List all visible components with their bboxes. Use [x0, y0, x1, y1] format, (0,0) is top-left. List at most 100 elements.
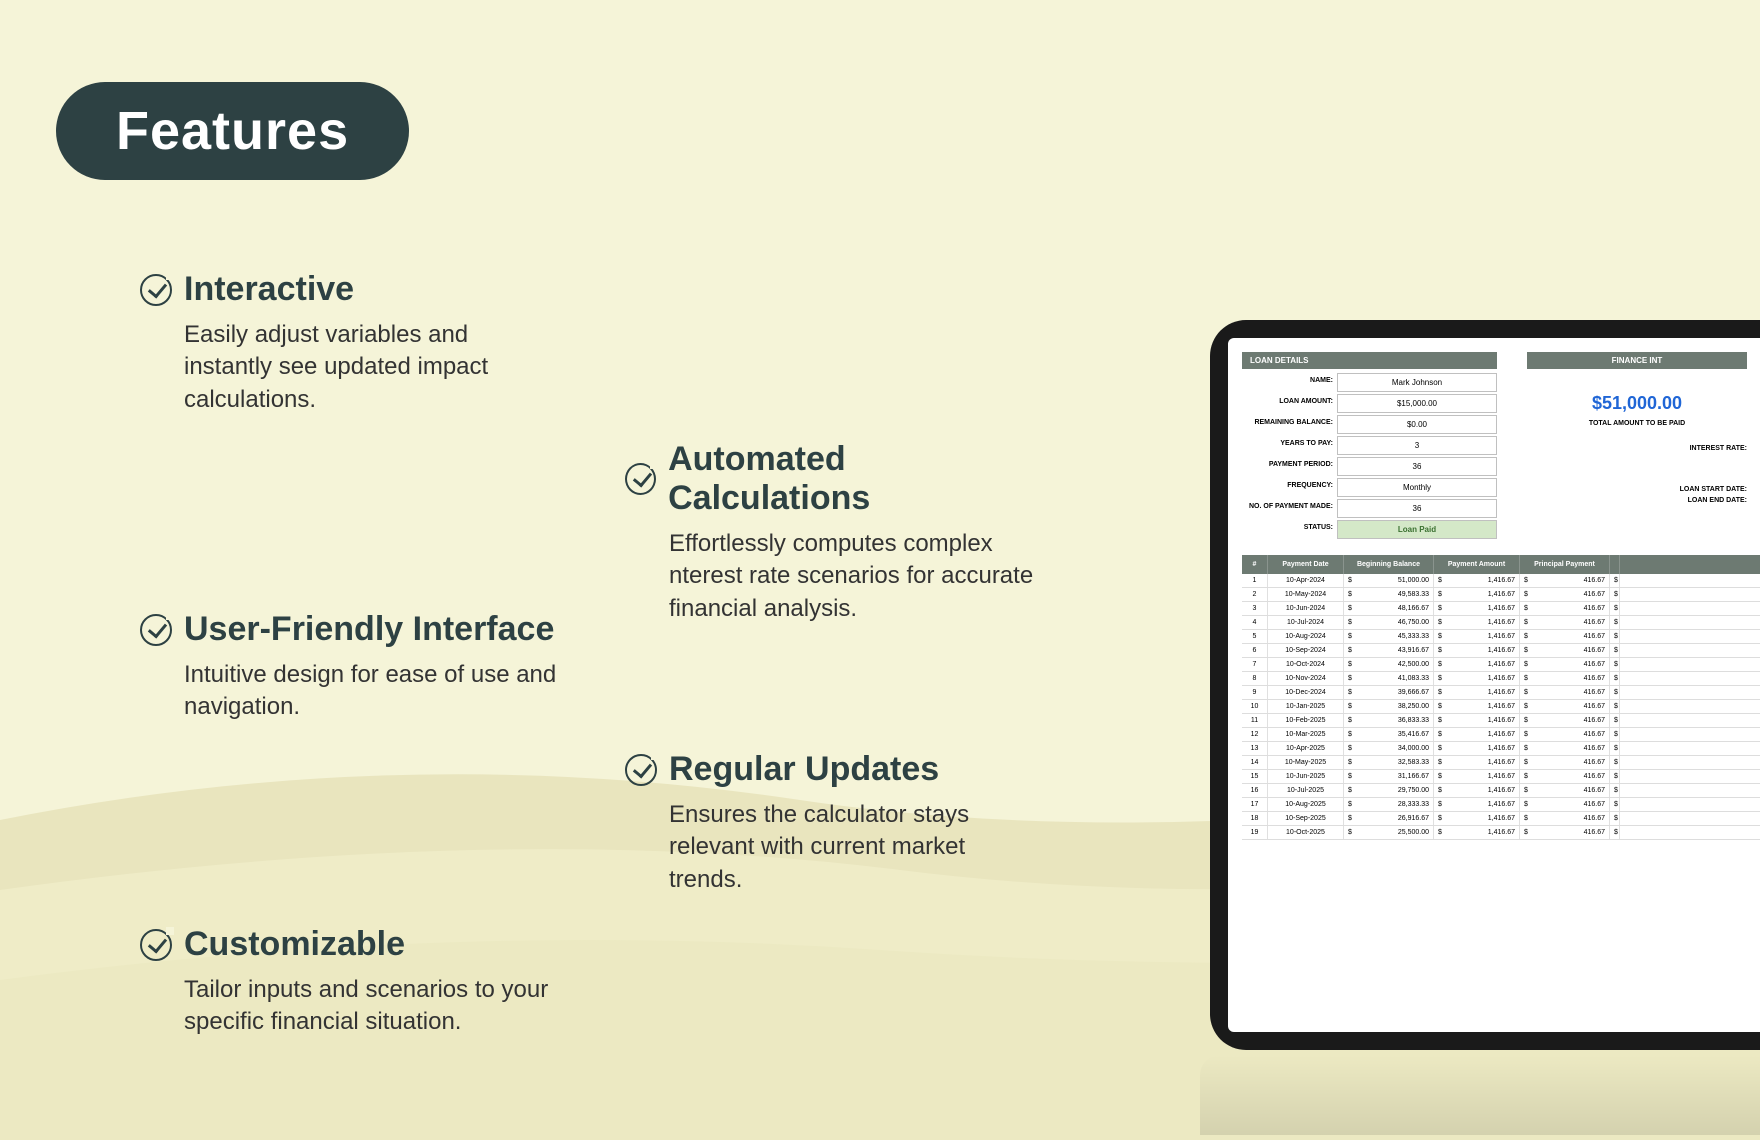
schedule-cell: 48,166.67	[1344, 602, 1434, 615]
total-amount-label: TOTAL AMOUNT TO BE PAID	[1527, 420, 1747, 427]
loan-field-label: YEARS TO PAY:	[1242, 436, 1337, 455]
schedule-cell-extra: $	[1610, 658, 1620, 671]
schedule-cell: 416.67	[1520, 672, 1610, 685]
schedule-cell: 10-Apr-2024	[1268, 574, 1344, 587]
schedule-cell: 28,333.33	[1344, 798, 1434, 811]
schedule-cell: 31,166.67	[1344, 770, 1434, 783]
col-header-number: #	[1242, 555, 1268, 574]
schedule-cell: 10-Jul-2025	[1268, 784, 1344, 797]
schedule-cell: 1,416.67	[1434, 602, 1520, 615]
feature-interactive: Interactive Easily adjust variables and …	[140, 270, 560, 416]
loan-field-row: LOAN AMOUNT:$15,000.00	[1242, 394, 1497, 413]
schedule-cell: 25,500.00	[1344, 826, 1434, 839]
schedule-cell-extra: $	[1610, 770, 1620, 783]
schedule-cell: 7	[1242, 658, 1268, 671]
schedule-cell-extra: $	[1610, 672, 1620, 685]
schedule-cell: 416.67	[1520, 574, 1610, 587]
schedule-cell: 1,416.67	[1434, 742, 1520, 755]
schedule-cell: 10-Jun-2025	[1268, 770, 1344, 783]
schedule-cell: 1	[1242, 574, 1268, 587]
loan-field-row: REMAINING BALANCE:$0.00	[1242, 415, 1497, 434]
schedule-cell-extra: $	[1610, 630, 1620, 643]
schedule-header-row: # Payment Date Beginning Balance Payment…	[1242, 555, 1760, 574]
schedule-cell: 416.67	[1520, 588, 1610, 601]
schedule-cell: 13	[1242, 742, 1268, 755]
schedule-cell-extra: $	[1610, 784, 1620, 797]
schedule-cell: 10-Oct-2024	[1268, 658, 1344, 671]
schedule-cell: 416.67	[1520, 798, 1610, 811]
schedule-cell: 10-Jun-2024	[1268, 602, 1344, 615]
schedule-cell: 42,500.00	[1344, 658, 1434, 671]
loan-field-label: FREQUENCY:	[1242, 478, 1337, 497]
total-amount: $51,000.00	[1527, 393, 1747, 414]
feature-title: Regular Updates	[669, 750, 939, 789]
schedule-cell: 15	[1242, 770, 1268, 783]
schedule-cell: 1,416.67	[1434, 798, 1520, 811]
loan-field-label: NO. OF PAYMENT MADE:	[1242, 499, 1337, 518]
schedule-cell: 416.67	[1520, 728, 1610, 741]
schedule-row: 1410-May-202532,583.331,416.67416.67$	[1242, 756, 1760, 770]
schedule-cell: 1,416.67	[1434, 756, 1520, 769]
feature-title: Customizable	[184, 925, 405, 964]
feature-customizable: Customizable Tailor inputs and scenarios…	[140, 925, 580, 1039]
schedule-row: 1510-Jun-202531,166.671,416.67416.67$	[1242, 770, 1760, 784]
feature-desc: Effortlessly computes complex nterest ra…	[625, 528, 1045, 625]
loan-field-label: PAYMENT PERIOD:	[1242, 457, 1337, 476]
tablet-mockup: LOAN DETAILS NAME:Mark JohnsonLOAN AMOUN…	[1210, 320, 1760, 1050]
loan-field-row: NAME:Mark Johnson	[1242, 373, 1497, 392]
feature-desc: Easily adjust variables and instantly se…	[140, 319, 560, 416]
feature-user-friendly: User-Friendly Interface Intuitive design…	[140, 610, 560, 724]
schedule-cell-extra: $	[1610, 588, 1620, 601]
loan-field-row: FREQUENCY:Monthly	[1242, 478, 1497, 497]
col-header-principal: Principal Payment	[1520, 555, 1610, 574]
schedule-cell: 10-Jan-2025	[1268, 700, 1344, 713]
schedule-cell: 34,000.00	[1344, 742, 1434, 755]
loan-field-value: 36	[1337, 457, 1497, 476]
schedule-row: 210-May-202449,583.331,416.67416.67$	[1242, 588, 1760, 602]
feature-head: Automated Calculations	[625, 440, 1045, 518]
schedule-cell: 45,333.33	[1344, 630, 1434, 643]
schedule-cell: 10	[1242, 700, 1268, 713]
feature-head: Regular Updates	[625, 750, 1045, 789]
feature-title: Automated Calculations	[668, 440, 1045, 518]
schedule-row: 1110-Feb-202536,833.331,416.67416.67$	[1242, 714, 1760, 728]
schedule-cell-extra: $	[1610, 798, 1620, 811]
schedule-cell: 10-Oct-2025	[1268, 826, 1344, 839]
schedule-cell: 1,416.67	[1434, 630, 1520, 643]
checkmark-icon	[140, 614, 172, 646]
feature-head: Interactive	[140, 270, 560, 309]
schedule-cell: 416.67	[1520, 658, 1610, 671]
schedule-cell-extra: $	[1610, 602, 1620, 615]
schedule-cell: 416.67	[1520, 630, 1610, 643]
loan-field-row: PAYMENT PERIOD:36	[1242, 457, 1497, 476]
schedule-cell: 41,083.33	[1344, 672, 1434, 685]
schedule-cell-extra: $	[1610, 714, 1620, 727]
schedule-cell: 6	[1242, 644, 1268, 657]
schedule-cell: 11	[1242, 714, 1268, 727]
schedule-cell: 12	[1242, 728, 1268, 741]
schedule-cell: 43,916.67	[1344, 644, 1434, 657]
feature-desc: Intuitive design for ease of use and nav…	[140, 659, 560, 724]
schedule-cell: 10-Apr-2025	[1268, 742, 1344, 755]
loan-field-value: 36	[1337, 499, 1497, 518]
schedule-cell: 10-Dec-2024	[1268, 686, 1344, 699]
feature-head: Customizable	[140, 925, 580, 964]
schedule-cell-extra: $	[1610, 728, 1620, 741]
feature-automated-calculations: Automated Calculations Effortlessly comp…	[625, 440, 1045, 625]
schedule-row: 1710-Aug-202528,333.331,416.67416.67$	[1242, 798, 1760, 812]
checkmark-icon	[140, 274, 172, 306]
schedule-cell-extra: $	[1610, 742, 1620, 755]
schedule-row: 810-Nov-202441,083.331,416.67416.67$	[1242, 672, 1760, 686]
schedule-cell: 4	[1242, 616, 1268, 629]
schedule-cell: 10-Nov-2024	[1268, 672, 1344, 685]
schedule-row: 1810-Sep-202526,916.671,416.67416.67$	[1242, 812, 1760, 826]
schedule-cell: 8	[1242, 672, 1268, 685]
schedule-row: 410-Jul-202446,750.001,416.67416.67$	[1242, 616, 1760, 630]
col-header-balance: Beginning Balance	[1344, 555, 1434, 574]
schedule-cell: 10-Jul-2024	[1268, 616, 1344, 629]
schedule-cell: 29,750.00	[1344, 784, 1434, 797]
schedule-row: 1910-Oct-202525,500.001,416.67416.67$	[1242, 826, 1760, 840]
schedule-cell: 5	[1242, 630, 1268, 643]
loan-start-label: LOAN START DATE:	[1680, 486, 1747, 493]
loan-field-label: NAME:	[1242, 373, 1337, 392]
